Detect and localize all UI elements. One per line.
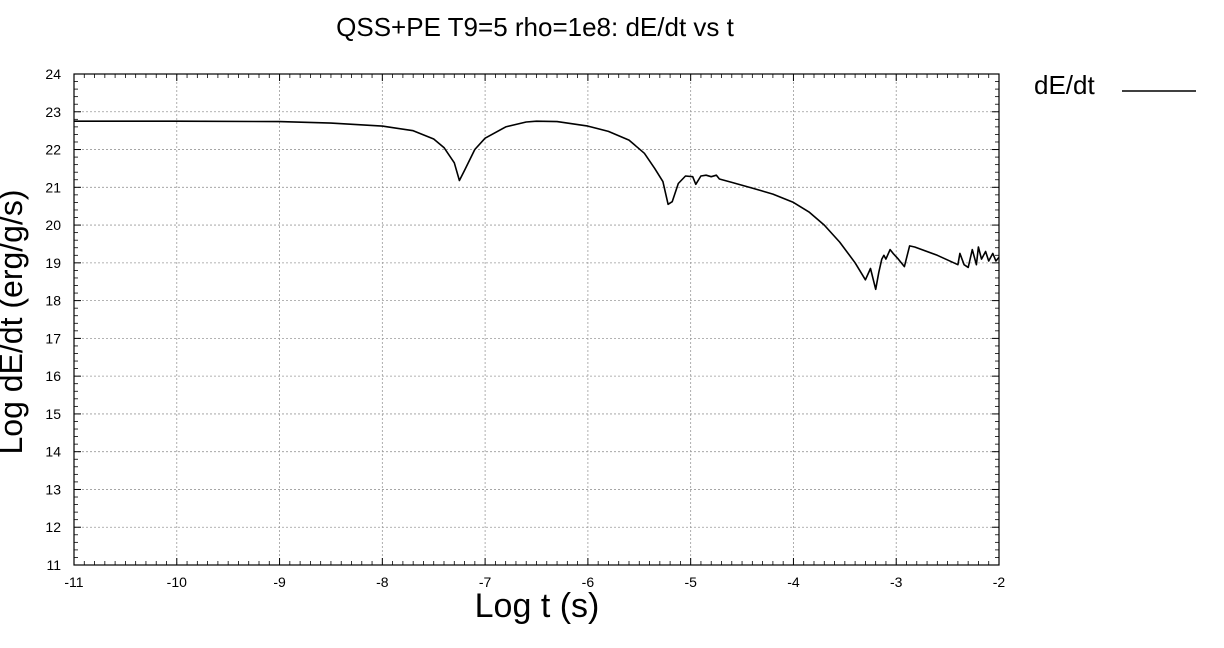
y-tick-label: 17 (45, 330, 61, 346)
y-tick-label: 15 (45, 406, 61, 422)
chart-title: QSS+PE T9=5 rho=1e8: dE/dt vs t (336, 12, 734, 42)
y-tick-label: 22 (45, 142, 61, 158)
y-tick-label: 24 (45, 66, 61, 82)
legend-label: dE/dt (1034, 70, 1095, 100)
y-tick-label: 18 (45, 293, 61, 309)
x-tick-label: -8 (376, 574, 389, 590)
y-tick-label: 12 (45, 519, 61, 535)
y-tick-label: 19 (45, 255, 61, 271)
x-tick-label: -11 (64, 574, 83, 590)
y-tick-label: 11 (46, 557, 61, 573)
y-axis-label: Log dE/dt (erg/g/s) (0, 189, 29, 454)
y-tick-label: 23 (45, 104, 61, 120)
legend: dE/dt (1034, 70, 1196, 100)
x-tick-label: -9 (273, 574, 286, 590)
x-tick-label: -2 (993, 574, 1006, 590)
x-tick-label: -5 (684, 574, 697, 590)
x-tick-label: -4 (787, 574, 800, 590)
y-tick-label: 21 (45, 179, 61, 195)
x-tick-label: -6 (582, 574, 595, 590)
y-tick-label: 14 (45, 444, 61, 460)
grid (74, 74, 999, 565)
y-tick-label: 16 (45, 368, 61, 384)
y-tick-label: 20 (45, 217, 61, 233)
x-tick-label: -3 (890, 574, 903, 590)
plot-frame (73, 73, 1000, 566)
y-tick-label: 13 (45, 481, 61, 497)
x-axis-label: Log t (s) (475, 587, 600, 625)
x-tick-label: -10 (167, 574, 187, 590)
series-layer (74, 120, 1000, 291)
x-tick-label: -7 (479, 574, 492, 590)
ticks: -11 -10 -9 -8 -7 -6 -5 -4 -3 -2 11 12 13 14 15 16 17 18 19… (45, 66, 1005, 590)
series-line-dE-dt (74, 120, 1000, 291)
